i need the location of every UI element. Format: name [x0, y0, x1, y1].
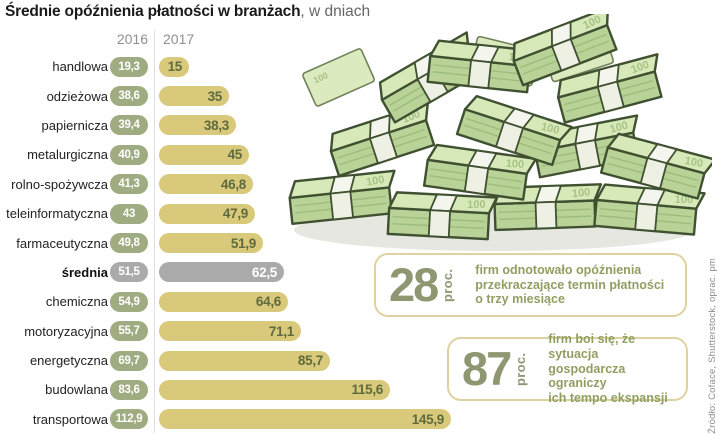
callout-28-text: firm odnotowało opóźnienia przekraczając…	[475, 262, 665, 307]
value-2017-bar: 62,5	[159, 262, 284, 283]
chart-row: papiernicza 39,4 38,3	[0, 111, 470, 140]
chart-row: energetyczna 69,7 85,7	[0, 346, 470, 375]
column-header-2017: 2017	[163, 31, 195, 47]
callout-87-text: firm boi się, że sytuacja gospodarcza og…	[548, 332, 668, 406]
value-2016-pill: 41,3	[110, 174, 148, 195]
title-unit: , w dniach	[300, 3, 371, 20]
value-2017-bar: 115,6	[159, 379, 390, 400]
callout-87-unit: proc.	[513, 352, 529, 386]
callout-28-number: 28	[389, 257, 439, 311]
value-2016-pill: 54,9	[110, 291, 148, 312]
industry-label: farmaceutyczna	[16, 235, 108, 251]
callout-87-number: 87	[462, 341, 512, 395]
column-header-2016: 2016	[116, 31, 148, 47]
industry-label: metalurgiczna	[27, 147, 108, 163]
industry-label: chemiczna	[45, 294, 108, 310]
industry-label: handlowa	[52, 59, 108, 75]
money-pile-illustration: 100 100	[286, 14, 712, 251]
value-2016-pill: 39,4	[110, 115, 148, 136]
chart-row: średnia 51,5 62,5	[0, 258, 470, 287]
value-2016-pill: 38,6	[110, 86, 148, 107]
chart-row: budowlana 83,6 115,6	[0, 375, 470, 404]
chart-row: farmaceutyczna 49,8 51,9	[0, 228, 470, 257]
value-2016-pill: 69,7	[110, 350, 148, 371]
industry-label: odzieżowa	[46, 88, 108, 104]
value-2016-pill: 19,3	[110, 56, 148, 77]
page-title: Średnie opóźnienia płatności w branżach,…	[5, 3, 370, 21]
industry-label: motoryzacyjna	[24, 323, 108, 339]
value-2017-bar: 71,1	[159, 321, 301, 342]
value-2017-bar: 35	[159, 86, 229, 107]
value-2017-bar: 45	[159, 144, 249, 165]
chart-row: metalurgiczna 40,9 45	[0, 140, 470, 169]
industry-label: papiernicza	[41, 117, 109, 133]
industry-label: transportowa	[32, 411, 108, 427]
value-2016-pill: 49,8	[110, 233, 148, 254]
chart-rows: handlowa 19,3 15 odzieżowa 38,6 35 papie…	[0, 52, 470, 434]
industry-label: budowlana	[45, 382, 108, 398]
value-2017-bar: 47,9	[159, 203, 255, 224]
chart-row: handlowa 19,3 15	[0, 52, 470, 81]
value-2017-bar: 145,9	[159, 409, 451, 430]
value-2016-pill: 55,7	[110, 321, 148, 342]
value-2017-bar: 64,6	[159, 291, 288, 312]
value-2017-bar: 51,9	[159, 233, 263, 254]
value-2016-pill: 40,9	[110, 144, 148, 165]
value-2017-bar: 38,3	[159, 115, 236, 136]
value-2017-bar: 15	[159, 56, 189, 77]
value-2016-pill: 43	[110, 203, 148, 224]
industry-label: rolno-spożywcza	[11, 176, 108, 192]
value-2017-bar: 85,7	[159, 350, 330, 371]
industry-label: średnia	[61, 264, 108, 280]
chart-row: transportowa 112,9 145,9	[0, 405, 470, 434]
industry-label: teleinformatyczna	[6, 206, 108, 222]
callout-28-unit: proc.	[440, 268, 456, 302]
chart-row: motoryzacyjna 55,7 71,1	[0, 317, 470, 346]
chart-row: odzieżowa 38,6 35	[0, 81, 470, 110]
callout-87-box: 87 proc. firm boi się, że sytuacja gospo…	[447, 332, 688, 405]
chart-row: teleinformatyczna 43 47,9	[0, 199, 470, 228]
callout-28-box: 28 proc. firm odnotowało opóźnienia prze…	[374, 253, 687, 317]
value-2016-pill: 51,5	[110, 262, 148, 283]
column-divider	[154, 30, 155, 433]
value-2017-bar: 46,8	[159, 174, 253, 195]
industry-label: energetyczna	[29, 353, 108, 369]
value-2016-pill: 83,6	[110, 379, 148, 400]
chart-row: chemiczna 54,9 64,6	[0, 287, 470, 316]
chart-row: rolno-spożywcza 41,3 46,8	[0, 170, 470, 199]
source-credit: Źródło: Coface, Shutterstock, oprac. pm	[707, 258, 718, 434]
title-bold: Średnie opóźnienia płatności w branżach	[5, 3, 301, 20]
value-2016-pill: 112,9	[110, 409, 148, 430]
